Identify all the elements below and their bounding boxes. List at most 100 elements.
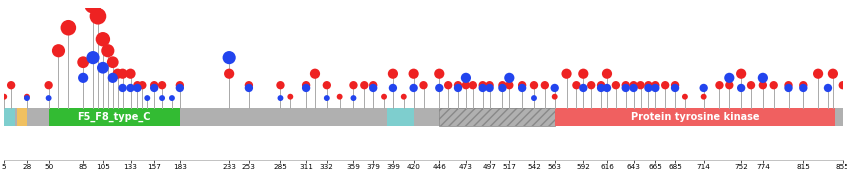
Point (52, 49, 65, 52)
Point (502, 76, 516, 79)
Point (811, 72, 825, 75)
Point (130, 86, 144, 90)
Point (386, 72, 400, 75)
Point (734, 72, 748, 75)
Bar (440, 108, 555, 126)
Point (627, 84, 640, 87)
Point (223, 72, 236, 75)
Point (308, 72, 322, 75)
Point (538, 84, 551, 87)
Point (595, 84, 608, 87)
Point (333, 95, 346, 98)
Bar (17, 108, 27, 126)
Point (634, 84, 647, 87)
Point (320, 84, 334, 87)
Point (346, 84, 360, 87)
Point (619, 84, 633, 87)
Point (147, 86, 161, 90)
Bar (387, 108, 413, 126)
Point (459, 84, 473, 87)
Point (515, 84, 529, 87)
Text: Protein tyrosine kinase: Protein tyrosine kinase (630, 112, 759, 122)
Point (782, 86, 795, 90)
Point (441, 84, 455, 87)
Point (242, 86, 256, 90)
Point (502, 84, 516, 87)
Point (407, 72, 420, 75)
Point (476, 86, 490, 90)
Point (42, 84, 55, 87)
Point (668, 86, 682, 90)
Point (767, 84, 780, 87)
Point (836, 84, 847, 87)
Point (601, 86, 614, 90)
Point (299, 86, 313, 90)
Point (483, 84, 496, 87)
Point (822, 86, 835, 90)
Point (223, 56, 236, 59)
Point (515, 86, 529, 90)
Point (658, 84, 672, 87)
Point (433, 72, 446, 75)
Point (495, 86, 509, 90)
Point (367, 84, 380, 87)
Point (722, 76, 736, 79)
Point (155, 97, 169, 100)
Point (459, 76, 473, 79)
Bar (4, 108, 843, 126)
Point (577, 86, 590, 90)
Point (433, 86, 446, 90)
Point (320, 97, 334, 100)
Point (124, 72, 137, 75)
Point (111, 72, 125, 75)
Point (62, 26, 75, 29)
Point (417, 84, 430, 87)
Point (86, 56, 100, 59)
Point (642, 84, 656, 87)
Point (173, 84, 186, 87)
Point (346, 97, 360, 100)
Bar (555, 108, 835, 126)
Point (756, 84, 770, 87)
Point (476, 84, 490, 87)
Point (601, 72, 614, 75)
Point (386, 86, 400, 90)
Point (165, 97, 179, 100)
Point (627, 86, 640, 90)
Point (697, 95, 711, 98)
Bar (4, 108, 15, 126)
Point (147, 84, 161, 87)
Point (826, 72, 839, 75)
Point (796, 84, 810, 87)
Bar (48, 108, 180, 126)
Point (284, 95, 297, 98)
Point (20, 97, 34, 100)
Point (697, 86, 711, 90)
Point (560, 72, 573, 75)
Point (548, 95, 562, 98)
Point (367, 86, 380, 90)
Point (451, 84, 465, 87)
Point (397, 95, 411, 98)
Point (42, 97, 55, 100)
Point (96, 66, 109, 69)
Point (299, 84, 313, 87)
Point (548, 86, 562, 90)
Bar (440, 108, 555, 126)
Point (116, 72, 130, 75)
Point (76, 76, 90, 79)
Point (20, 95, 34, 98)
Point (407, 86, 420, 90)
Point (649, 84, 662, 87)
Point (130, 84, 144, 87)
Point (124, 86, 137, 90)
Point (570, 84, 584, 87)
Point (619, 86, 633, 90)
Point (649, 86, 662, 90)
Point (577, 72, 590, 75)
Point (0, 95, 11, 98)
Point (609, 84, 623, 87)
Point (527, 97, 540, 100)
Point (451, 86, 465, 90)
Point (734, 86, 748, 90)
